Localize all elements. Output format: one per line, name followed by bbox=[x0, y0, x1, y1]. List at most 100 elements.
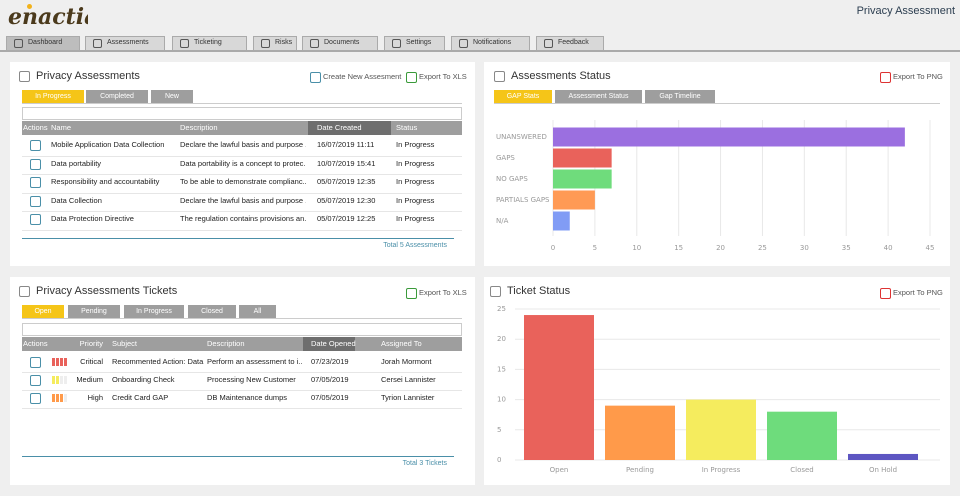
sub-tab[interactable] bbox=[124, 305, 184, 318]
sub-tab-label[interactable]: Assessment Status bbox=[568, 92, 629, 100]
column-header[interactable]: Subject bbox=[112, 339, 138, 348]
nav-tab[interactable] bbox=[536, 36, 604, 51]
bar bbox=[605, 405, 675, 460]
nav-tab-label[interactable]: Dashboard bbox=[28, 39, 63, 46]
bar bbox=[524, 315, 594, 460]
cell: Jorah Mormont bbox=[381, 357, 432, 366]
column-header[interactable]: Description bbox=[180, 123, 218, 132]
cell: Data portability is a concept to protec.… bbox=[180, 158, 306, 168]
column-header[interactable]: Assigned To bbox=[381, 339, 422, 348]
cell: 16/07/2019 11:11 bbox=[317, 140, 375, 149]
icon bbox=[310, 72, 321, 83]
priority-bar bbox=[60, 394, 63, 402]
sub-tab-label[interactable]: Open bbox=[34, 307, 52, 315]
cell: DB Maintenance dumps bbox=[207, 393, 288, 402]
sub-tab[interactable] bbox=[68, 305, 120, 318]
cell: In Progress bbox=[396, 214, 435, 224]
panel-title: Privacy Assessments Tickets bbox=[36, 285, 178, 297]
cell: Declare the lawful basis and purpose ... bbox=[180, 195, 306, 205]
nav-tab-label[interactable]: Feedback bbox=[558, 39, 589, 46]
nav-tab-label[interactable]: Notifications bbox=[473, 39, 512, 46]
cell: In Progress bbox=[396, 195, 435, 205]
category-label: UNANSWERED bbox=[496, 133, 547, 141]
x-tick-label: Open bbox=[550, 466, 569, 474]
sub-tab[interactable] bbox=[86, 90, 148, 103]
y-tick-label: 0 bbox=[497, 456, 501, 464]
bar bbox=[848, 453, 918, 460]
panel-action[interactable]: Create New Assesment bbox=[323, 72, 402, 81]
sub-tab-label[interactable]: Gap Timeline bbox=[659, 92, 701, 100]
icon bbox=[490, 286, 501, 297]
column-header[interactable]: Priority bbox=[79, 339, 103, 348]
nav-tab-label[interactable]: Documents bbox=[324, 39, 360, 46]
sub-tab[interactable] bbox=[188, 305, 236, 318]
panel-action[interactable]: Export To PNG bbox=[893, 72, 943, 81]
cell: Processing New Customer bbox=[207, 375, 296, 384]
table-footer: Total 5 Assessments bbox=[383, 242, 447, 249]
nav-tab-label[interactable]: Risks bbox=[275, 39, 293, 46]
nav-tab[interactable] bbox=[302, 36, 378, 51]
category-label: PARTIALS GAPS bbox=[496, 196, 550, 204]
x-tick-label: 10 bbox=[632, 244, 641, 252]
column-header[interactable]: Date Created bbox=[317, 123, 362, 132]
tab-line bbox=[494, 103, 940, 104]
sub-tab[interactable] bbox=[22, 90, 84, 103]
cell: Responsibility and accountability bbox=[51, 177, 160, 187]
sub-tab-label[interactable]: New bbox=[164, 92, 179, 100]
nav-tab-label[interactable]: Ticketing bbox=[194, 39, 222, 46]
sub-tab-label[interactable]: All bbox=[253, 307, 262, 315]
sub-tab[interactable] bbox=[645, 90, 715, 103]
sub-tab-label[interactable]: In Progress bbox=[136, 307, 172, 315]
nav-tab[interactable] bbox=[172, 36, 247, 51]
nav-tab-label[interactable]: Settings bbox=[406, 39, 432, 46]
sub-tab[interactable] bbox=[494, 90, 552, 103]
panel-title: Assessments Status bbox=[511, 70, 611, 82]
x-tick-label: 0 bbox=[551, 244, 555, 252]
column-header[interactable]: Date Opened bbox=[311, 339, 356, 348]
column-header[interactable]: Description bbox=[207, 339, 245, 348]
x-tick-label: 45 bbox=[926, 244, 935, 252]
sub-tab-label[interactable]: Completed bbox=[100, 92, 134, 100]
nav-tab[interactable] bbox=[85, 36, 165, 51]
icon bbox=[19, 286, 30, 297]
cell: High bbox=[87, 393, 103, 402]
row-divider bbox=[22, 408, 462, 409]
priority-bar bbox=[52, 376, 55, 384]
sub-tab[interactable] bbox=[555, 90, 642, 103]
nav-icon bbox=[93, 39, 102, 48]
x-tick-label: On Hold bbox=[869, 466, 897, 474]
bar bbox=[553, 127, 905, 147]
cell: 07/05/2019 bbox=[311, 393, 349, 402]
panel-action[interactable]: Export To XLS bbox=[419, 72, 467, 81]
sub-tab[interactable] bbox=[239, 305, 276, 318]
sub-tab-label[interactable]: GAP Stats bbox=[506, 92, 540, 100]
nav-tab[interactable] bbox=[6, 36, 80, 51]
sub-tab-label[interactable]: Pending bbox=[81, 307, 107, 315]
x-tick-label: 25 bbox=[758, 244, 767, 252]
priority-bar bbox=[56, 376, 59, 384]
sub-tab-label[interactable]: In Progress bbox=[35, 92, 71, 100]
row-divider bbox=[22, 155, 462, 157]
column-header[interactable]: Status bbox=[396, 123, 418, 132]
column-header[interactable]: Actions bbox=[23, 339, 48, 348]
cell: 10/07/2019 15:41 bbox=[317, 158, 376, 168]
sub-tab-label[interactable]: Closed bbox=[201, 307, 223, 315]
category-label: NO GAPS bbox=[496, 175, 528, 183]
cell: 05/07/2019 12:30 bbox=[317, 195, 376, 205]
column-header[interactable]: Actions bbox=[23, 123, 48, 132]
panel-action[interactable]: Export To XLS bbox=[419, 288, 467, 297]
sub-tab[interactable] bbox=[22, 305, 64, 318]
column-header[interactable]: Name bbox=[51, 123, 72, 132]
y-tick-label: 5 bbox=[497, 426, 501, 434]
row-divider bbox=[22, 211, 462, 213]
nav-icon bbox=[392, 39, 401, 48]
icon bbox=[30, 357, 41, 368]
cell: 07/05/2019 bbox=[311, 375, 349, 384]
filter-row bbox=[22, 323, 462, 336]
panel-action[interactable]: Export To PNG bbox=[893, 288, 943, 297]
nav-tab[interactable] bbox=[451, 36, 530, 51]
nav-tab-label[interactable]: Assessments bbox=[107, 39, 149, 46]
cell: Tyrion Lannister bbox=[381, 393, 435, 402]
sub-tab[interactable] bbox=[151, 90, 193, 103]
